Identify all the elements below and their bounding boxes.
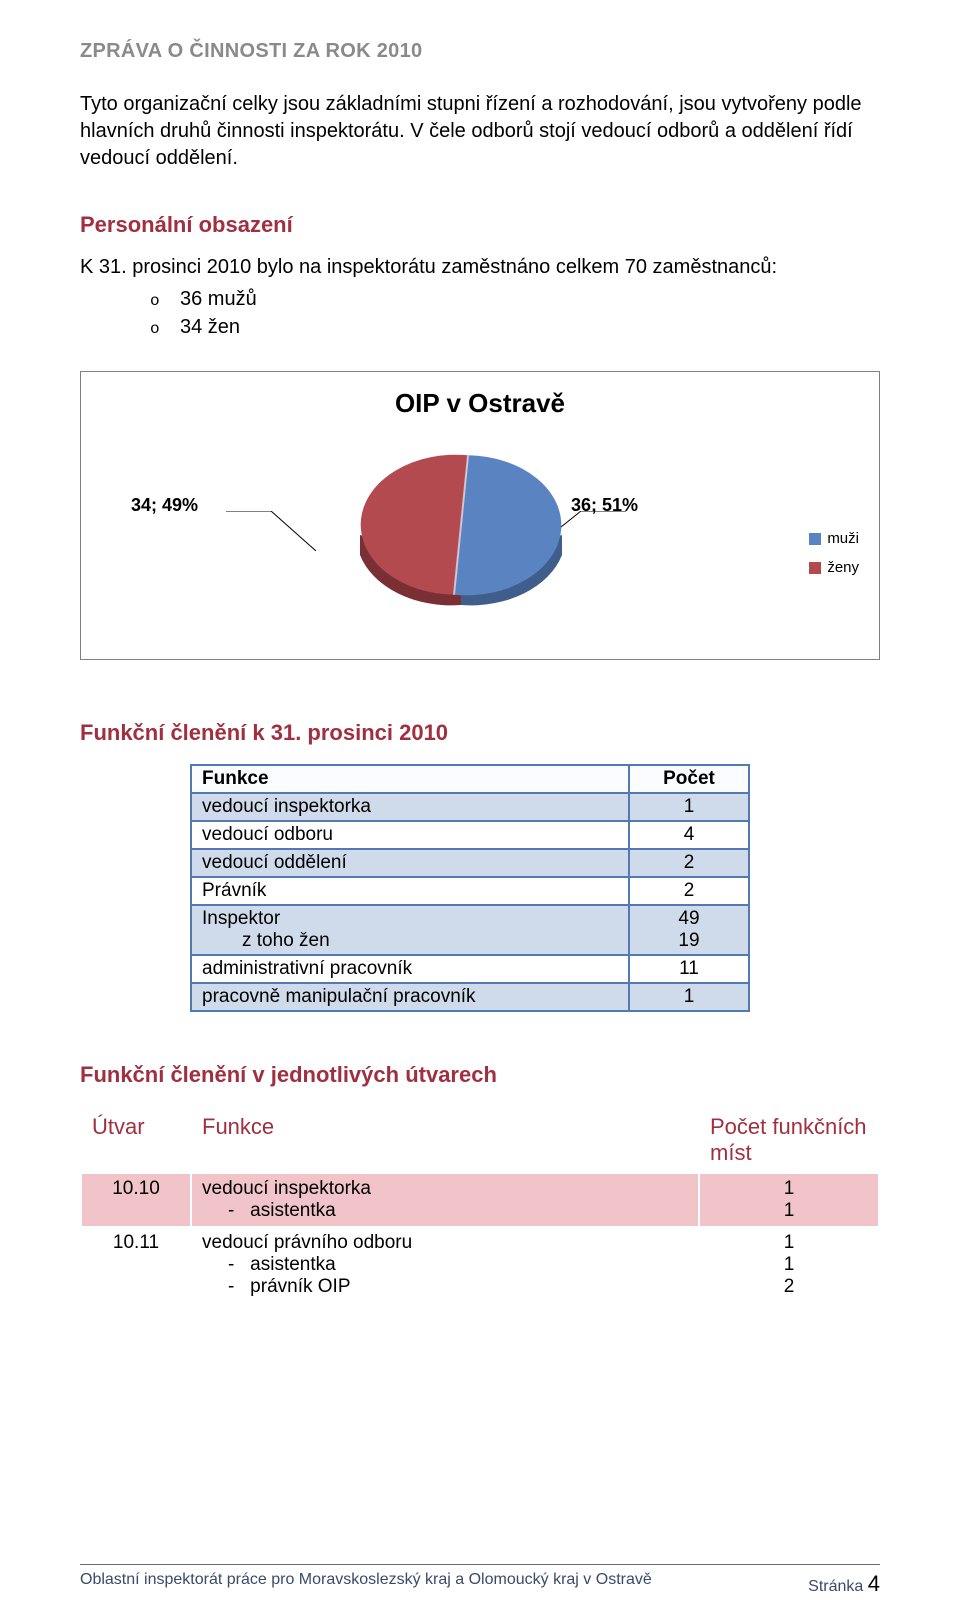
personal-intro: K 31. prosinci 2010 bylo na inspektorátu… — [80, 256, 880, 279]
section-funkcni-heading: Funkční členění k 31. prosinci 2010 — [80, 720, 880, 746]
legend-men: muži — [809, 530, 859, 547]
section-utvary-heading: Funkční členění v jednotlivých útvarech — [80, 1062, 880, 1088]
utvar-cell-code: 10.10 — [81, 1173, 191, 1227]
chart-legend: muži ženy — [809, 530, 859, 588]
legend-label-men: muži — [827, 530, 859, 547]
funkce-cell-count: 2 — [629, 877, 749, 905]
utvar-cell-funkce: vedoucí inspektorkaasistentka — [191, 1173, 699, 1227]
pie-chart — [311, 435, 611, 635]
table-row: 10.10vedoucí inspektorkaasistentka11 — [81, 1173, 879, 1227]
funkce-cell-count: 11 — [629, 955, 749, 983]
table-row: vedoucí oddělení2 — [191, 849, 749, 877]
funkce-cell-label: vedoucí odboru — [191, 821, 629, 849]
legend-swatch-men — [809, 533, 821, 545]
intro-paragraph: Tyto organizační celky jsou základními s… — [80, 91, 880, 172]
funkce-cell-count: 1 — [629, 793, 749, 821]
chart-title: OIP v Ostravě — [101, 388, 859, 419]
utvar-cell-funkce: vedoucí právního odboruasistentkaprávník… — [191, 1227, 699, 1303]
funkce-th-funkce: Funkce — [191, 765, 629, 793]
funkce-cell-count: 2 — [629, 849, 749, 877]
page-footer: Oblastní inspektorát práce pro Moravskos… — [80, 1564, 880, 1597]
legend-label-women: ženy — [827, 559, 859, 576]
funkce-th-pocet: Počet — [629, 765, 749, 793]
table-row: vedoucí inspektorka1 — [191, 793, 749, 821]
section-personal-heading: Personální obsazení — [80, 212, 880, 238]
personal-bullets: 36 mužů 34 žen — [80, 285, 880, 341]
table-row: pracovně manipulační pracovník1 — [191, 983, 749, 1011]
utvar-table: Útvar Funkce Počet funkčních míst 10.10v… — [80, 1108, 880, 1336]
utvar-cell-code: 10.11 — [81, 1227, 191, 1303]
footer-page-label: Stránka — [808, 1578, 868, 1595]
pie-callout-women: 34; 49% — [131, 495, 198, 516]
funkce-cell-label: Inspektorz toho žen — [191, 905, 629, 955]
utvar-th-pocet: Počet funkčních míst — [699, 1109, 879, 1173]
bullet-men: 36 mužů — [150, 285, 880, 313]
utvar-th-utvar: Útvar — [81, 1109, 191, 1173]
footer-left: Oblastní inspektorát práce pro Moravskos… — [80, 1571, 652, 1597]
utvar-cell-pocet: 11 — [699, 1173, 879, 1227]
table-row: Inspektorz toho žen4919 — [191, 905, 749, 955]
table-row: administrativní pracovník11 — [191, 955, 749, 983]
funkce-cell-label: administrativní pracovník — [191, 955, 629, 983]
table-row: Právník2 — [191, 877, 749, 905]
funkce-cell-label: Právník — [191, 877, 629, 905]
funkce-cell-count: 1 — [629, 983, 749, 1011]
utvar-cell-pocet: 112 — [699, 1227, 879, 1303]
funkce-cell-label: vedoucí oddělení — [191, 849, 629, 877]
funkce-table: Funkce Počet vedoucí inspektorka1vedoucí… — [190, 764, 750, 1012]
bullet-women: 34 žen — [150, 313, 880, 341]
funkce-cell-count: 4 — [629, 821, 749, 849]
pie-chart-container: OIP v Ostravě 34; 49% 36; 51% — [80, 371, 880, 660]
legend-swatch-women — [809, 562, 821, 574]
utvar-th-funkce: Funkce — [191, 1109, 699, 1173]
funkce-cell-label: pracovně manipulační pracovník — [191, 983, 629, 1011]
table-row: 10.11vedoucí právního odboruasistentkapr… — [81, 1227, 879, 1303]
legend-women: ženy — [809, 559, 859, 576]
table-row: vedoucí odboru4 — [191, 821, 749, 849]
funkce-cell-count: 4919 — [629, 905, 749, 955]
footer-page-number: 4 — [868, 1571, 880, 1596]
document-header: ZPRÁVA O ČINNOSTI ZA ROK 2010 — [80, 40, 880, 63]
funkce-cell-label: vedoucí inspektorka — [191, 793, 629, 821]
